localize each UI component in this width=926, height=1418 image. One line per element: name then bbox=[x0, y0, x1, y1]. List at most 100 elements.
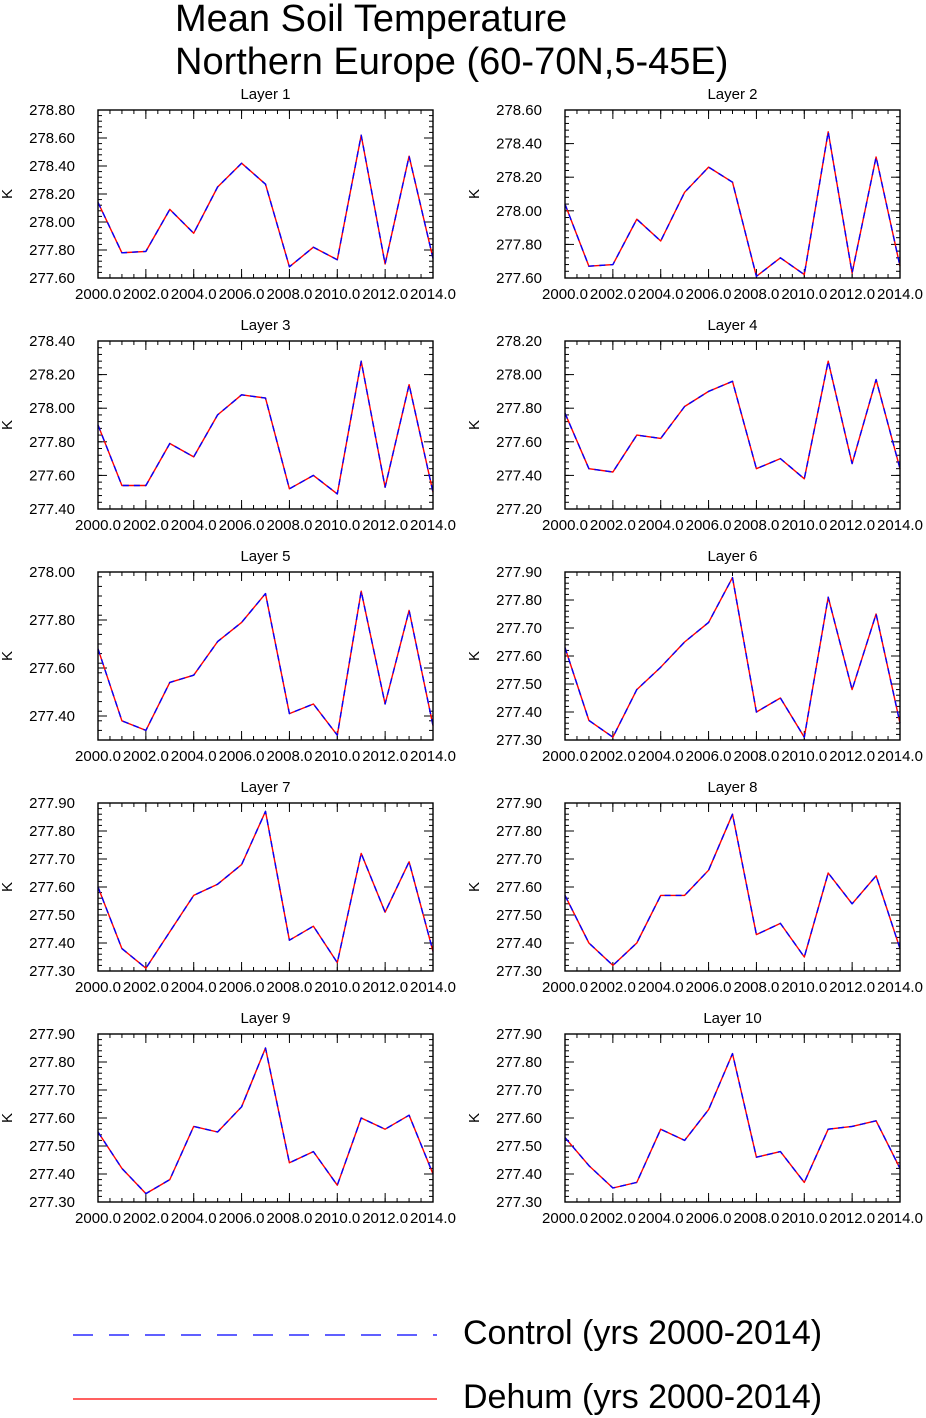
x-tick-label: 2008.0 bbox=[733, 286, 779, 303]
y-axis-label: K bbox=[466, 189, 483, 199]
x-tick-label: 2004.0 bbox=[638, 979, 684, 996]
x-tick-label: 2012.0 bbox=[829, 748, 875, 765]
x-tick-label: 2012.0 bbox=[362, 748, 408, 765]
series-line-control bbox=[564, 813, 901, 967]
panel-layer-2: Layer 2 K 277.60 277.80 278.00 278.20 278.40 27… bbox=[466, 86, 923, 303]
plot-frame bbox=[564, 109, 901, 279]
plot-frame bbox=[97, 571, 434, 741]
x-tick-label: 2008.0 bbox=[733, 979, 779, 996]
series-line-dehum bbox=[97, 590, 434, 736]
x-tick-label: 2006.0 bbox=[686, 286, 732, 303]
series-line-dehum bbox=[564, 1052, 901, 1189]
x-tick-label: 2014.0 bbox=[877, 748, 923, 765]
x-tick-label: 2004.0 bbox=[171, 517, 217, 534]
y-tick-label: 277.70 bbox=[496, 1082, 542, 1099]
plot-frame bbox=[564, 1033, 901, 1203]
x-tick-label: 2000.0 bbox=[542, 517, 588, 534]
x-tick-label: 2006.0 bbox=[686, 517, 732, 534]
x-tick-label: 2006.0 bbox=[219, 979, 265, 996]
y-tick-label: 277.60 bbox=[496, 648, 542, 665]
panel-layer-8: Layer 8 K 277.30 277.40 277.50 277.60 277.70 27… bbox=[466, 779, 923, 996]
x-tick-label: 2010.0 bbox=[781, 517, 827, 534]
y-tick-label: 277.80 bbox=[496, 236, 542, 253]
series-line-dehum bbox=[97, 810, 434, 969]
y-tick-label: 277.80 bbox=[496, 823, 542, 840]
y-tick-label: 277.80 bbox=[496, 592, 542, 609]
x-tick-label: 2004.0 bbox=[171, 748, 217, 765]
x-tick-label: 2002.0 bbox=[590, 748, 636, 765]
y-tick-label: 277.80 bbox=[29, 434, 75, 451]
y-tick-label: 278.00 bbox=[496, 203, 542, 220]
x-tick-label: 2014.0 bbox=[877, 1210, 923, 1227]
series-line-control bbox=[97, 590, 434, 736]
series-line-dehum bbox=[97, 134, 434, 268]
x-tick-label: 2000.0 bbox=[75, 286, 121, 303]
y-tick-label: 278.60 bbox=[29, 130, 75, 147]
y-axis-label: K bbox=[466, 420, 483, 430]
series-line-control bbox=[564, 1052, 901, 1189]
y-tick-label: 277.60 bbox=[29, 1110, 75, 1127]
y-tick-label: 278.40 bbox=[29, 158, 75, 175]
y-tick-label: 278.00 bbox=[29, 564, 75, 581]
x-tick-label: 2010.0 bbox=[781, 748, 827, 765]
x-tick-label: 2014.0 bbox=[410, 286, 456, 303]
y-tick-label: 278.40 bbox=[29, 333, 75, 350]
y-tick-label: 277.40 bbox=[29, 501, 75, 518]
y-tick-label: 277.30 bbox=[29, 963, 75, 980]
y-tick-label: 277.50 bbox=[29, 907, 75, 924]
panel-layer-7: Layer 7 K 277.30 277.40 277.50 277.60 277.70 27… bbox=[0, 779, 456, 996]
panel-title: Layer 9 bbox=[240, 1010, 290, 1027]
y-tick-label: 277.60 bbox=[496, 270, 542, 287]
panel-title: Layer 4 bbox=[707, 317, 757, 334]
x-tick-label: 2010.0 bbox=[781, 979, 827, 996]
series-line-control bbox=[97, 810, 434, 969]
x-tick-label: 2008.0 bbox=[733, 748, 779, 765]
y-tick-label: 277.60 bbox=[29, 270, 75, 287]
series-line-control bbox=[97, 134, 434, 268]
x-tick-label: 2002.0 bbox=[123, 1210, 169, 1227]
y-tick-label: 277.30 bbox=[496, 1194, 542, 1211]
plot-frame bbox=[97, 802, 434, 972]
x-tick-label: 2002.0 bbox=[590, 1210, 636, 1227]
x-tick-label: 2004.0 bbox=[171, 286, 217, 303]
y-tick-label: 277.50 bbox=[496, 1138, 542, 1155]
x-tick-label: 2008.0 bbox=[266, 979, 312, 996]
panel-layer-1: Layer 1 K 277.60 277.80 278.00 278.20 278.40 27… bbox=[0, 86, 456, 303]
x-tick-label: 2002.0 bbox=[123, 286, 169, 303]
x-tick-label: 2004.0 bbox=[171, 1210, 217, 1227]
x-tick-label: 2002.0 bbox=[123, 517, 169, 534]
y-tick-label: 277.70 bbox=[29, 1082, 75, 1099]
panel-title: Layer 5 bbox=[240, 548, 290, 565]
y-tick-label: 277.30 bbox=[29, 1194, 75, 1211]
plot-frame bbox=[564, 571, 901, 741]
panel-layer-9: Layer 9 K 277.30 277.40 277.50 277.60 277.70 27… bbox=[0, 1010, 456, 1227]
y-tick-label: 277.40 bbox=[496, 935, 542, 952]
x-tick-label: 2000.0 bbox=[75, 1210, 121, 1227]
x-tick-label: 2006.0 bbox=[686, 748, 732, 765]
y-tick-label: 277.80 bbox=[29, 1054, 75, 1071]
y-tick-label: 277.60 bbox=[496, 1110, 542, 1127]
y-axis-label: K bbox=[0, 1113, 16, 1123]
x-tick-label: 2012.0 bbox=[362, 517, 408, 534]
chart-title-line-1: Mean Soil Temperature bbox=[175, 0, 568, 40]
series-line-control bbox=[564, 576, 901, 738]
series-line-control bbox=[97, 360, 434, 495]
plot-frame bbox=[564, 802, 901, 972]
y-tick-label: 277.30 bbox=[496, 963, 542, 980]
x-tick-label: 2014.0 bbox=[877, 979, 923, 996]
panel-title: Layer 3 bbox=[240, 317, 290, 334]
y-tick-label: 277.70 bbox=[496, 620, 542, 637]
y-axis-label: K bbox=[466, 651, 483, 661]
y-tick-label: 277.50 bbox=[496, 676, 542, 693]
y-tick-label: 278.40 bbox=[496, 136, 542, 153]
plot-frame bbox=[564, 340, 901, 510]
x-tick-label: 2008.0 bbox=[733, 517, 779, 534]
y-tick-label: 277.40 bbox=[496, 704, 542, 721]
x-tick-label: 2012.0 bbox=[829, 979, 875, 996]
x-tick-label: 2000.0 bbox=[542, 748, 588, 765]
y-tick-label: 277.80 bbox=[29, 242, 75, 259]
x-tick-label: 2014.0 bbox=[410, 979, 456, 996]
x-tick-label: 2012.0 bbox=[829, 286, 875, 303]
x-tick-label: 2008.0 bbox=[266, 286, 312, 303]
